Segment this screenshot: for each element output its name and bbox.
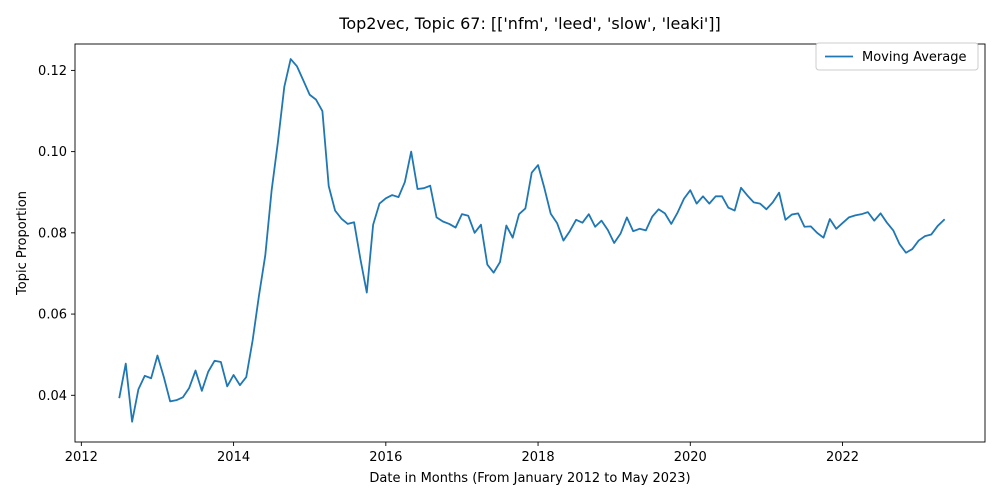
x-tick-label: 2016 (369, 450, 402, 465)
x-tick-label: 2014 (217, 450, 250, 465)
y-tick-label: 0.06 (38, 308, 67, 323)
legend: Moving Average (815, 42, 979, 71)
y-tick-label: 0.04 (38, 389, 67, 404)
y-tick-label: 0.10 (38, 145, 67, 160)
plot-area (74, 43, 986, 443)
y-axis-label: Topic Proportion (15, 191, 30, 296)
legend-label-moving-average: Moving Average (862, 50, 966, 65)
x-tick-label: 2020 (674, 450, 707, 465)
y-tick-label: 0.08 (38, 226, 67, 241)
plot-frame (74, 43, 986, 443)
x-tick-label: 2022 (826, 450, 859, 465)
x-axis: 2012 2014 2016 2018 2020 2022 (65, 442, 859, 465)
x-tick-label: 2018 (522, 450, 555, 465)
legend-box (815, 42, 979, 71)
y-tick-label: 0.12 (38, 64, 67, 79)
chart-title: Top2vec, Topic 67: [['nfm', 'leed', 'slo… (338, 14, 720, 33)
x-tick-label: 2012 (65, 450, 98, 465)
y-axis: 0.04 0.06 0.08 0.10 0.12 (38, 64, 75, 404)
x-axis-label: Date in Months (From January 2012 to May… (369, 471, 690, 486)
moving-average-line (118, 58, 946, 423)
